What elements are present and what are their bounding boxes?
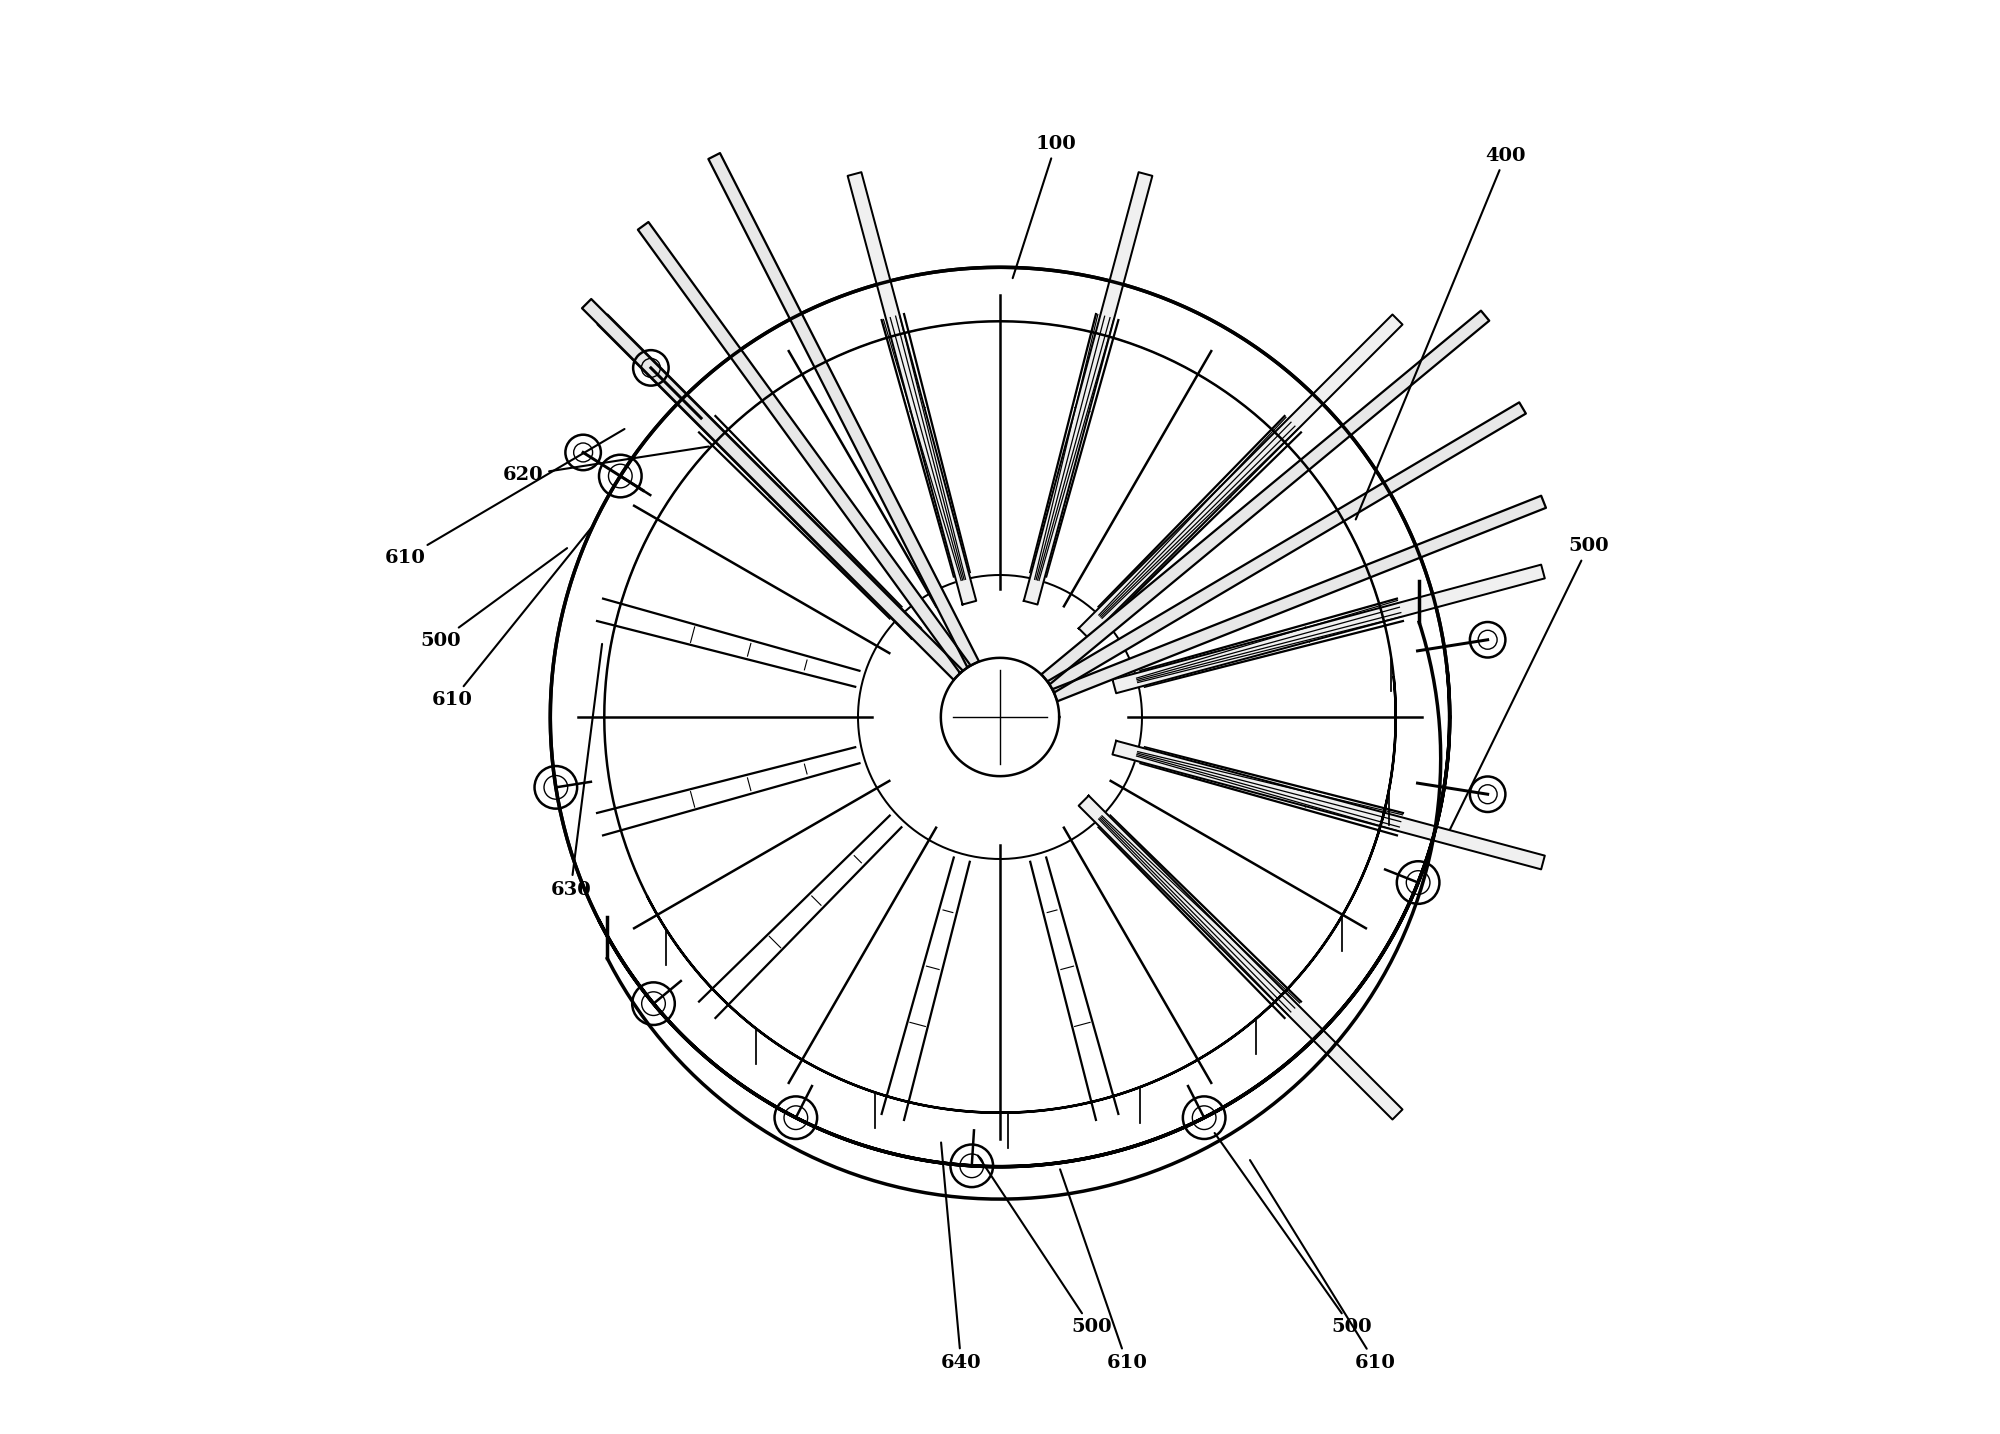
Text: 610: 610 xyxy=(1060,1169,1148,1372)
Polygon shape xyxy=(1078,314,1402,638)
Polygon shape xyxy=(638,222,970,673)
Text: 500: 500 xyxy=(1450,538,1608,830)
Text: 610: 610 xyxy=(1250,1160,1396,1372)
Polygon shape xyxy=(582,300,962,680)
Text: 610: 610 xyxy=(384,429,624,568)
Text: 500: 500 xyxy=(420,548,568,650)
Text: 620: 620 xyxy=(502,446,708,485)
Polygon shape xyxy=(1052,496,1546,701)
Polygon shape xyxy=(598,314,922,638)
Text: 630: 630 xyxy=(550,644,602,899)
Text: 400: 400 xyxy=(1356,146,1526,519)
Polygon shape xyxy=(848,172,976,605)
Text: 500: 500 xyxy=(1214,1133,1372,1336)
Polygon shape xyxy=(1048,403,1526,693)
Polygon shape xyxy=(1112,741,1544,869)
Polygon shape xyxy=(1042,311,1490,684)
Polygon shape xyxy=(708,153,978,667)
Text: 640: 640 xyxy=(940,1143,982,1372)
Polygon shape xyxy=(1112,565,1544,693)
Text: 500: 500 xyxy=(978,1156,1112,1336)
Polygon shape xyxy=(1078,796,1402,1120)
Polygon shape xyxy=(1024,172,1152,605)
Text: 100: 100 xyxy=(1012,135,1076,278)
Text: 610: 610 xyxy=(432,528,592,710)
